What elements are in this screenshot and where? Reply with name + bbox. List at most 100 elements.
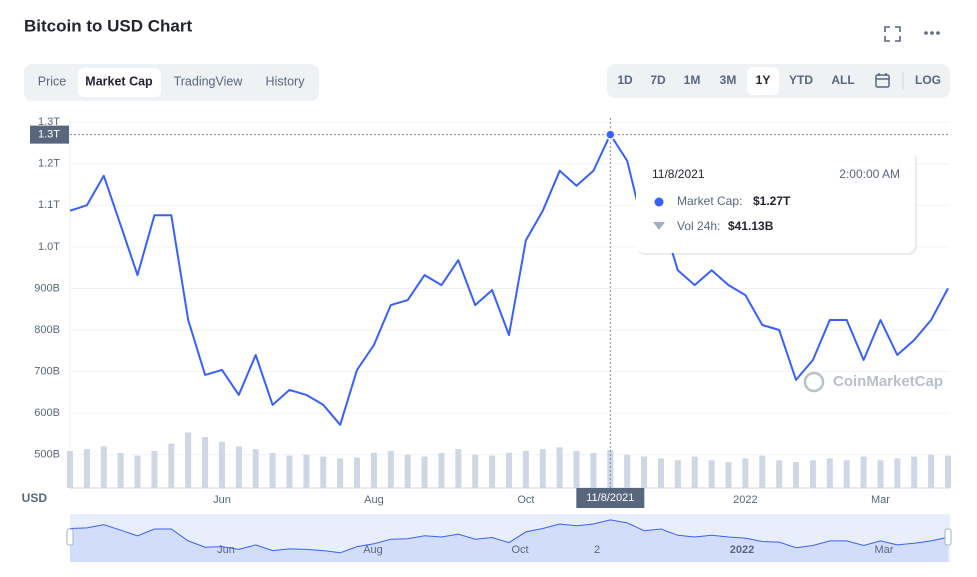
volume-bar <box>590 452 597 488</box>
volume-bar <box>404 454 411 488</box>
tooltip-marker <box>654 197 664 207</box>
volume-bar <box>539 449 546 488</box>
navigator-area <box>70 519 948 562</box>
active-tab <box>78 68 161 97</box>
tooltip-volume-icon <box>653 222 665 230</box>
volume-bar <box>843 460 850 488</box>
volume-bar <box>235 446 242 488</box>
x-tick-label: Oct <box>517 494 534 506</box>
range-button[interactable]: 1M <box>684 73 701 87</box>
volume-bar <box>809 460 816 488</box>
tab[interactable]: Price <box>38 74 67 88</box>
crosshair-date-box <box>576 488 645 508</box>
x-tick-label: Jun <box>213 494 231 506</box>
active-range <box>747 67 779 95</box>
volume-bar <box>877 460 884 488</box>
y-tick-label: 600B <box>34 407 60 419</box>
volume-bar <box>945 455 951 488</box>
tooltip-time: 2:00:00 AM <box>839 167 900 181</box>
tab[interactable]: Market Cap <box>85 74 153 88</box>
watermark: CoinMarketCap <box>833 373 943 390</box>
price-line <box>69 133 949 426</box>
volume-bar <box>928 454 935 488</box>
fullscreen-icon[interactable] <box>884 26 901 42</box>
volume-bar <box>607 449 614 488</box>
tooltip-value: $1.27T <box>753 194 791 208</box>
volume-bar <box>286 455 293 488</box>
volume-bar <box>185 432 192 488</box>
y-tick-label: 900B <box>34 282 60 294</box>
crosshair-date: 11/8/2021 <box>586 492 634 504</box>
y-tick-label: 1.3T <box>38 116 60 128</box>
volume-bar <box>911 456 918 488</box>
navigator-label: 2022 <box>730 544 754 556</box>
volume-bar <box>320 456 327 488</box>
highlight-point <box>605 129 616 140</box>
page-title: Bitcoin to USD Chart <box>24 16 192 35</box>
volume-bar <box>776 460 783 488</box>
range-button[interactable]: 3M <box>720 73 737 87</box>
volume-bar <box>472 454 479 488</box>
crosshair-value: 1.3T <box>38 129 60 141</box>
x-tick-label: 2022 <box>733 494 757 506</box>
y-tick-label: 1.0T <box>38 241 60 253</box>
volume-bar <box>438 452 445 488</box>
volume-bar <box>134 455 141 488</box>
volume-bar <box>759 455 766 488</box>
navigator-handle[interactable] <box>66 528 74 546</box>
volume-bar <box>168 443 175 488</box>
volume-bar <box>354 457 361 488</box>
volume-bar <box>742 458 749 488</box>
log-button[interactable]: LOG <box>915 73 941 87</box>
volume-bar <box>506 452 512 488</box>
volume-bar <box>624 454 631 488</box>
range-button[interactable]: ALL <box>831 73 854 87</box>
more-icon[interactable] <box>924 31 940 35</box>
volume-bar <box>303 454 310 488</box>
volume-bar <box>202 437 209 488</box>
y-tick-label: 700B <box>34 366 60 378</box>
watermark-logo <box>803 371 825 393</box>
range-button[interactable]: 1Y <box>756 73 771 87</box>
volume-bar <box>151 451 158 488</box>
navigator-handle[interactable] <box>944 528 952 546</box>
navigator-line <box>69 519 949 554</box>
range-button[interactable]: YTD <box>789 73 813 87</box>
navigator-label: 2 <box>594 544 600 556</box>
volume-bar <box>657 458 664 488</box>
navigator-label: Mar <box>875 544 894 556</box>
volume-bar <box>421 456 428 488</box>
volume-bar <box>100 446 107 488</box>
range-button[interactable]: 1D <box>617 73 633 87</box>
tooltip-label: Vol 24h: <box>677 219 720 233</box>
calendar-icon[interactable] <box>875 73 890 88</box>
tooltip-date: 11/8/2021 <box>652 167 705 181</box>
range-button[interactable]: 7D <box>650 73 666 87</box>
volume-bar <box>573 451 580 488</box>
y-axis-label: USD <box>22 491 48 505</box>
volume-bar <box>522 451 529 488</box>
volume-bar <box>218 441 225 488</box>
x-tick-label: Aug <box>364 494 384 506</box>
volume-bar <box>67 451 73 488</box>
volume-bar <box>455 449 462 488</box>
navigator-label: Oct <box>511 544 528 556</box>
volume-bar <box>674 460 681 488</box>
crosshair-value-box <box>30 125 69 144</box>
tooltip-label: Market Cap: <box>677 194 742 208</box>
volume-bar <box>556 447 563 488</box>
volume-bar <box>370 452 377 488</box>
volume-bar <box>489 455 496 488</box>
volume-bar <box>793 462 800 488</box>
plot: 500B 600B 700B 800B 900B 1.0T 1.1T 1.2T 1.3T Jun A… <box>30 116 952 562</box>
volume-bar <box>860 456 867 488</box>
y-tick-label: 500B <box>34 449 60 461</box>
navigator <box>70 514 950 562</box>
volume-bar <box>117 452 124 488</box>
tooltip <box>636 150 915 253</box>
tab[interactable]: TradingView <box>174 74 244 88</box>
volume-bar <box>252 449 259 488</box>
tab[interactable]: History <box>266 74 306 88</box>
y-tick-label: 1.1T <box>38 199 60 211</box>
volume-bar <box>83 449 90 488</box>
